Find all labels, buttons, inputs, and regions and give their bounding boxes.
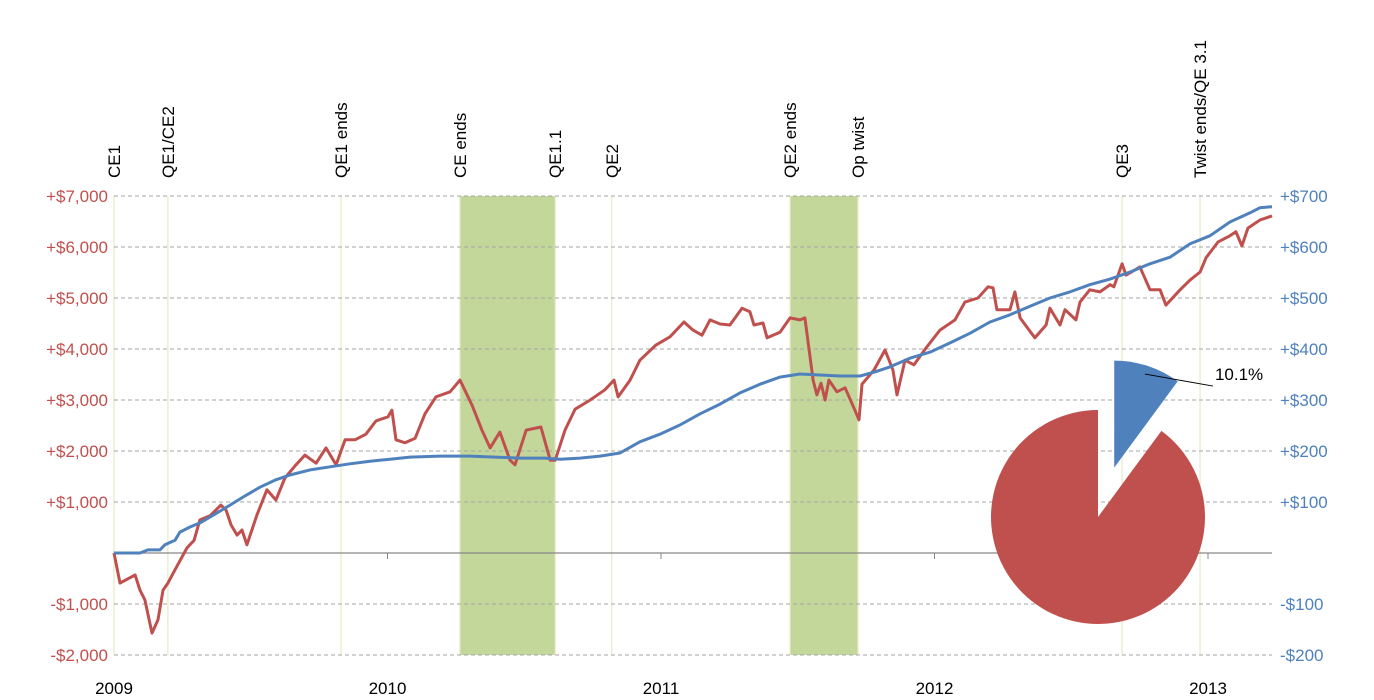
event-label: Op twist bbox=[849, 116, 868, 178]
event-label: CE1 bbox=[105, 145, 124, 178]
series-line bbox=[114, 205, 1273, 555]
y-tick-label: +$4,000 bbox=[46, 340, 108, 359]
event-label: QE1.1 bbox=[546, 130, 565, 178]
y2-tick-label: +$300 bbox=[1280, 391, 1328, 410]
shaded-period bbox=[790, 196, 858, 655]
y2-tick-label: +$500 bbox=[1280, 289, 1328, 308]
pie-slice bbox=[991, 410, 1205, 624]
x-tick-label: 2009 bbox=[95, 679, 133, 698]
y2-tick-label: +$100 bbox=[1280, 493, 1328, 512]
y2-tick-label: -$100 bbox=[1280, 595, 1323, 614]
y-tick-label: +$7,000 bbox=[46, 187, 108, 206]
event-label: CE ends bbox=[451, 113, 470, 178]
x-tick-label: 2012 bbox=[916, 679, 954, 698]
y-tick-label: +$6,000 bbox=[46, 238, 108, 257]
y-tick-label: +$3,000 bbox=[46, 391, 108, 410]
y-tick-label: +$5,000 bbox=[46, 289, 108, 308]
x-tick-label: 2010 bbox=[369, 679, 407, 698]
event-label: QE1 ends bbox=[332, 102, 351, 178]
event-label: QE2 bbox=[603, 144, 622, 178]
y-tick-label: +$1,000 bbox=[46, 493, 108, 512]
shaded-period bbox=[459, 196, 556, 655]
event-label: QE2 ends bbox=[781, 102, 800, 178]
event-label: QE1/CE2 bbox=[159, 106, 178, 178]
event-label: QE3 bbox=[1113, 144, 1132, 178]
y2-tick-label: +$600 bbox=[1280, 238, 1328, 257]
x-tick-label: 2013 bbox=[1189, 679, 1227, 698]
y2-tick-label: +$400 bbox=[1280, 340, 1328, 359]
y2-tick-label: -$200 bbox=[1280, 646, 1323, 665]
event-label: Twist ends/QE 3.1 bbox=[1191, 40, 1210, 178]
y-tick-label: +$2,000 bbox=[46, 442, 108, 461]
y2-tick-label: +$700 bbox=[1280, 187, 1328, 206]
y-tick-label: -$2,000 bbox=[50, 646, 108, 665]
pie-label: 10.1% bbox=[1215, 365, 1263, 384]
leader-line bbox=[1144, 373, 1214, 387]
y2-tick-label: +$200 bbox=[1280, 442, 1328, 461]
pie-slice bbox=[1114, 360, 1178, 468]
x-tick-label: 2011 bbox=[643, 679, 680, 698]
y-tick-label: -$1,000 bbox=[50, 595, 108, 614]
series-line bbox=[112, 214, 1273, 635]
